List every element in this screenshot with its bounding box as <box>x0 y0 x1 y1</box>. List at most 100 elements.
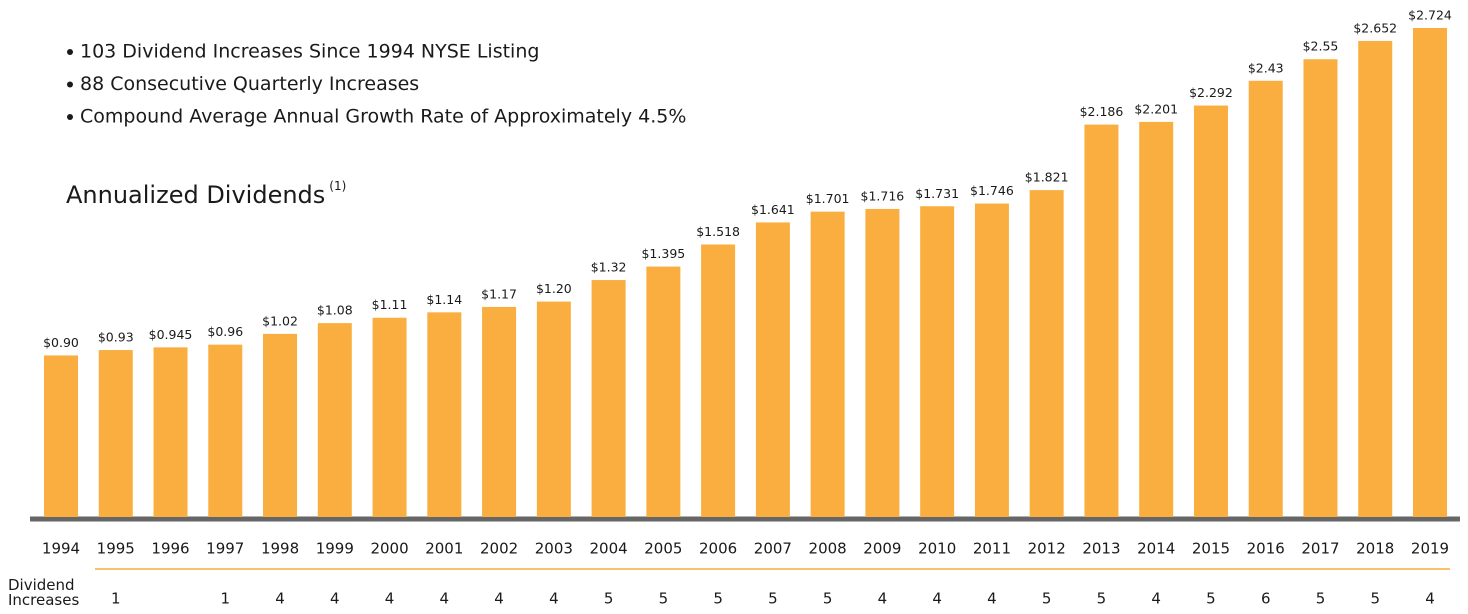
value-label: $1.746 <box>970 183 1014 198</box>
x-tick-label: 2016 <box>1247 540 1285 558</box>
value-label: $2.292 <box>1189 85 1233 100</box>
x-tick-label: 1999 <box>316 540 354 558</box>
x-tick-label: 2015 <box>1192 540 1230 558</box>
value-label: $0.93 <box>98 330 134 345</box>
x-tick-label: 2008 <box>809 540 847 558</box>
increase-count: 4 <box>987 590 997 608</box>
increase-count: 4 <box>275 590 285 608</box>
bar <box>920 206 955 518</box>
increase-count: 1 <box>221 590 231 608</box>
value-label: $1.08 <box>317 303 353 318</box>
x-tick-label: 1998 <box>261 540 299 558</box>
value-label: $1.02 <box>262 313 298 328</box>
bar <box>1303 59 1338 517</box>
bullet-dot <box>67 114 73 120</box>
value-label: $1.518 <box>696 224 740 239</box>
value-label: $0.945 <box>149 327 193 342</box>
x-tick-label: 2002 <box>480 540 518 558</box>
bullet: 88 Consecutive Quarterly Increases <box>80 73 419 95</box>
x-tick-label: 2012 <box>1028 540 1066 558</box>
bar <box>646 266 681 517</box>
increase-count: 5 <box>823 590 833 608</box>
chart-title: Annualized Dividends (1) <box>66 179 346 210</box>
bar <box>1029 190 1064 517</box>
x-tick-label: 2018 <box>1356 540 1394 558</box>
increase-count: 5 <box>713 590 723 608</box>
title-text: Annualized Dividends <box>66 181 325 209</box>
increase-count: 4 <box>1425 590 1435 608</box>
x-tick-label: 1996 <box>151 540 189 558</box>
value-label: $2.43 <box>1248 60 1284 75</box>
x-tick-label: 2007 <box>754 540 792 558</box>
bar <box>1248 80 1283 518</box>
increase-count: 5 <box>659 590 669 608</box>
bar <box>44 355 78 517</box>
bar <box>153 347 188 517</box>
value-label: $1.701 <box>806 191 850 206</box>
x-tick-label: 2010 <box>918 540 956 558</box>
value-label: $1.32 <box>591 260 627 275</box>
increase-count: 5 <box>1370 590 1380 608</box>
increase-count: 5 <box>1316 590 1326 608</box>
increase-count: 4 <box>494 590 504 608</box>
increase-count: 4 <box>932 590 942 608</box>
increase-count: 1 <box>111 590 121 608</box>
x-tick-label: 2019 <box>1411 540 1449 558</box>
bar <box>755 222 790 517</box>
bar <box>1193 105 1228 517</box>
value-label: $1.731 <box>915 186 959 201</box>
bar <box>591 280 626 517</box>
bar <box>1413 28 1447 517</box>
value-label: $1.20 <box>536 281 572 296</box>
increase-count: 5 <box>768 590 778 608</box>
x-tick-label: 2000 <box>370 540 408 558</box>
value-label: $1.14 <box>426 292 462 307</box>
x-tick-label: 1995 <box>97 540 135 558</box>
increase-count: 4 <box>440 590 450 608</box>
increase-count: 5 <box>1206 590 1216 608</box>
value-label: $1.641 <box>751 202 795 217</box>
x-tick-label: 2006 <box>699 540 737 558</box>
bar <box>317 323 352 517</box>
value-label: $2.55 <box>1303 39 1339 54</box>
bar <box>208 344 243 517</box>
x-tick-label: 2009 <box>863 540 901 558</box>
title-note: (1) <box>329 179 346 193</box>
x-tick-label: 2014 <box>1137 540 1175 558</box>
bar <box>427 312 462 517</box>
value-label: $1.17 <box>481 286 517 301</box>
bar <box>1139 121 1174 517</box>
bar <box>482 306 517 517</box>
value-label: $1.716 <box>861 188 905 203</box>
bar <box>810 211 845 517</box>
bullet: Compound Average Annual Growth Rate of A… <box>80 106 686 128</box>
x-tick-label: 2011 <box>973 540 1011 558</box>
value-label: $2.186 <box>1080 104 1124 119</box>
increase-count: 4 <box>330 590 340 608</box>
bullet-dot <box>67 81 73 88</box>
bullet: 103 Dividend Increases Since 1994 NYSE L… <box>80 41 539 63</box>
bar <box>98 350 133 517</box>
bar <box>1358 40 1393 517</box>
value-label: $2.201 <box>1134 101 1178 116</box>
value-label: $2.652 <box>1353 20 1397 35</box>
increase-count: 4 <box>549 590 559 608</box>
increase-count: 5 <box>1042 590 1052 608</box>
increase-count: 4 <box>385 590 395 608</box>
row-label: Dividend Increases <box>8 576 80 609</box>
increase-count: 6 <box>1261 590 1271 608</box>
bar <box>372 317 407 517</box>
value-label: $1.395 <box>641 246 685 261</box>
value-label: $1.821 <box>1025 170 1069 185</box>
value-label: $2.724 <box>1408 8 1452 23</box>
bar <box>865 208 900 517</box>
value-label: $0.96 <box>207 324 243 339</box>
x-tick-label: 2003 <box>535 540 573 558</box>
x-tick-label: 2004 <box>590 540 628 558</box>
value-label: $0.90 <box>43 335 79 350</box>
x-tick-label: 2001 <box>425 540 463 558</box>
increase-count: 4 <box>1151 590 1161 608</box>
x-tick-label: 2005 <box>644 540 682 558</box>
